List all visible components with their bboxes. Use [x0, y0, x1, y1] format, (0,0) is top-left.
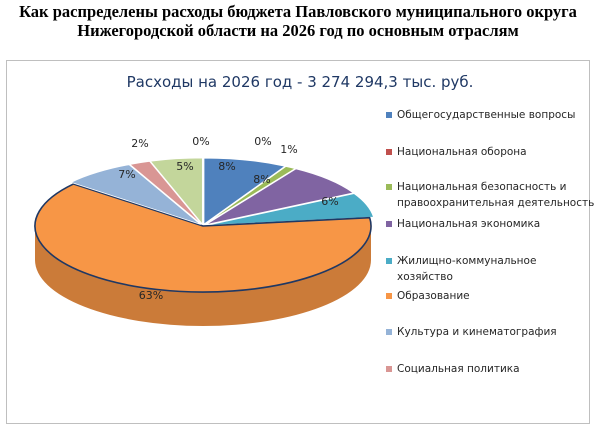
legend-label-8: Социальная политика: [397, 363, 520, 375]
pie-slice-9: [150, 157, 203, 225]
data-label-4: 8%: [253, 173, 270, 186]
legend-swatch-5: [386, 258, 392, 264]
legend-label-3-line-1: Национальная безопасность и: [397, 181, 566, 193]
pie-slice-1: [203, 157, 286, 225]
data-label-9: 5%: [176, 160, 193, 173]
legend-label-6: Образование: [397, 290, 470, 302]
legend-swatch-1: [386, 112, 392, 118]
legend-label-5-line-1: Жилищно-коммунальное: [397, 255, 536, 267]
legend-swatch-8: [386, 366, 392, 372]
legend-label-1: Общегосударственные вопросы: [397, 109, 575, 121]
pie-slice-3: [204, 166, 296, 225]
legend-label-2: Национальная оборона: [397, 146, 527, 158]
legend-label-7: Культура и кинематография: [397, 326, 557, 338]
pie-slice-8: [129, 160, 202, 225]
legend-swatch-4: [386, 221, 392, 227]
data-label-7: 7%: [118, 168, 135, 181]
pie-slice-side-6: [35, 226, 371, 326]
legend-label-4: Национальная экономика: [397, 218, 540, 230]
page-title: Как распределены расходы бюджета Павловс…: [0, 2, 596, 40]
pie-slice-4: [205, 168, 354, 226]
pie-slice-6: [34, 183, 372, 293]
data-label-10: 0%: [192, 135, 209, 148]
legend-label-3-line-2: правоохранительная деятельность: [397, 197, 594, 209]
legend-label-5-line-2: хозяйство: [397, 271, 453, 283]
data-label-8: 2%: [131, 137, 148, 150]
legend-swatch-7: [386, 329, 392, 335]
page-title-line-2: Нижегородской области на 2026 год по осн…: [77, 21, 519, 40]
pie-slice-5: [206, 193, 374, 226]
data-label-6: 63%: [139, 289, 163, 302]
page-title-line-1: Как распределены расходы бюджета Павловс…: [19, 2, 577, 21]
legend-swatch-6: [386, 293, 392, 299]
legend-swatch-3: [386, 184, 392, 190]
data-label-5: 6%: [321, 195, 338, 208]
data-label-3: 1%: [280, 143, 297, 156]
data-label-2: 0%: [254, 135, 271, 148]
data-label-1: 8%: [218, 160, 235, 173]
pie-slice-7: [70, 164, 201, 225]
chart-title: Расходы на 2026 год - 3 274 294,3 тыс. р…: [127, 73, 474, 91]
legend-swatch-2: [386, 149, 392, 155]
